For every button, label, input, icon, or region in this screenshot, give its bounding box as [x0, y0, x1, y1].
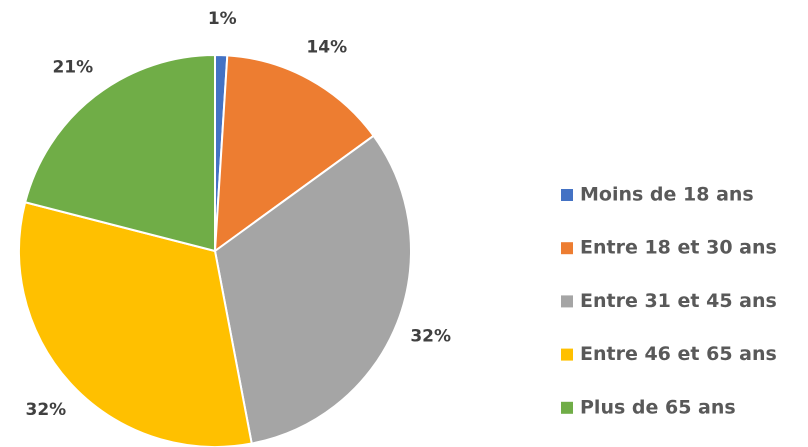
pie-slice [23, 53, 216, 253]
legend-label: Plus de 65 ans [580, 396, 736, 418]
data-label: 21% [52, 58, 93, 78]
pie-slice [213, 134, 412, 445]
legend-swatch [561, 242, 573, 255]
legend-label: Moins de 18 ans [580, 184, 754, 206]
data-label: 14% [306, 38, 347, 58]
legend-swatch [561, 295, 573, 308]
pie-slice [213, 54, 375, 254]
pie-slice [18, 201, 253, 447]
legend-label: Entre 31 et 45 ans [580, 290, 777, 312]
data-label: 1% [208, 9, 237, 29]
data-label: 32% [410, 326, 451, 346]
legend-swatch [561, 401, 573, 414]
data-label: 32% [26, 400, 67, 420]
legend-label: Entre 18 et 30 ans [580, 237, 777, 259]
legend-swatch [561, 189, 573, 201]
legend-swatch [561, 348, 573, 361]
legend-label: Entre 46 et 65 ans [580, 343, 777, 365]
